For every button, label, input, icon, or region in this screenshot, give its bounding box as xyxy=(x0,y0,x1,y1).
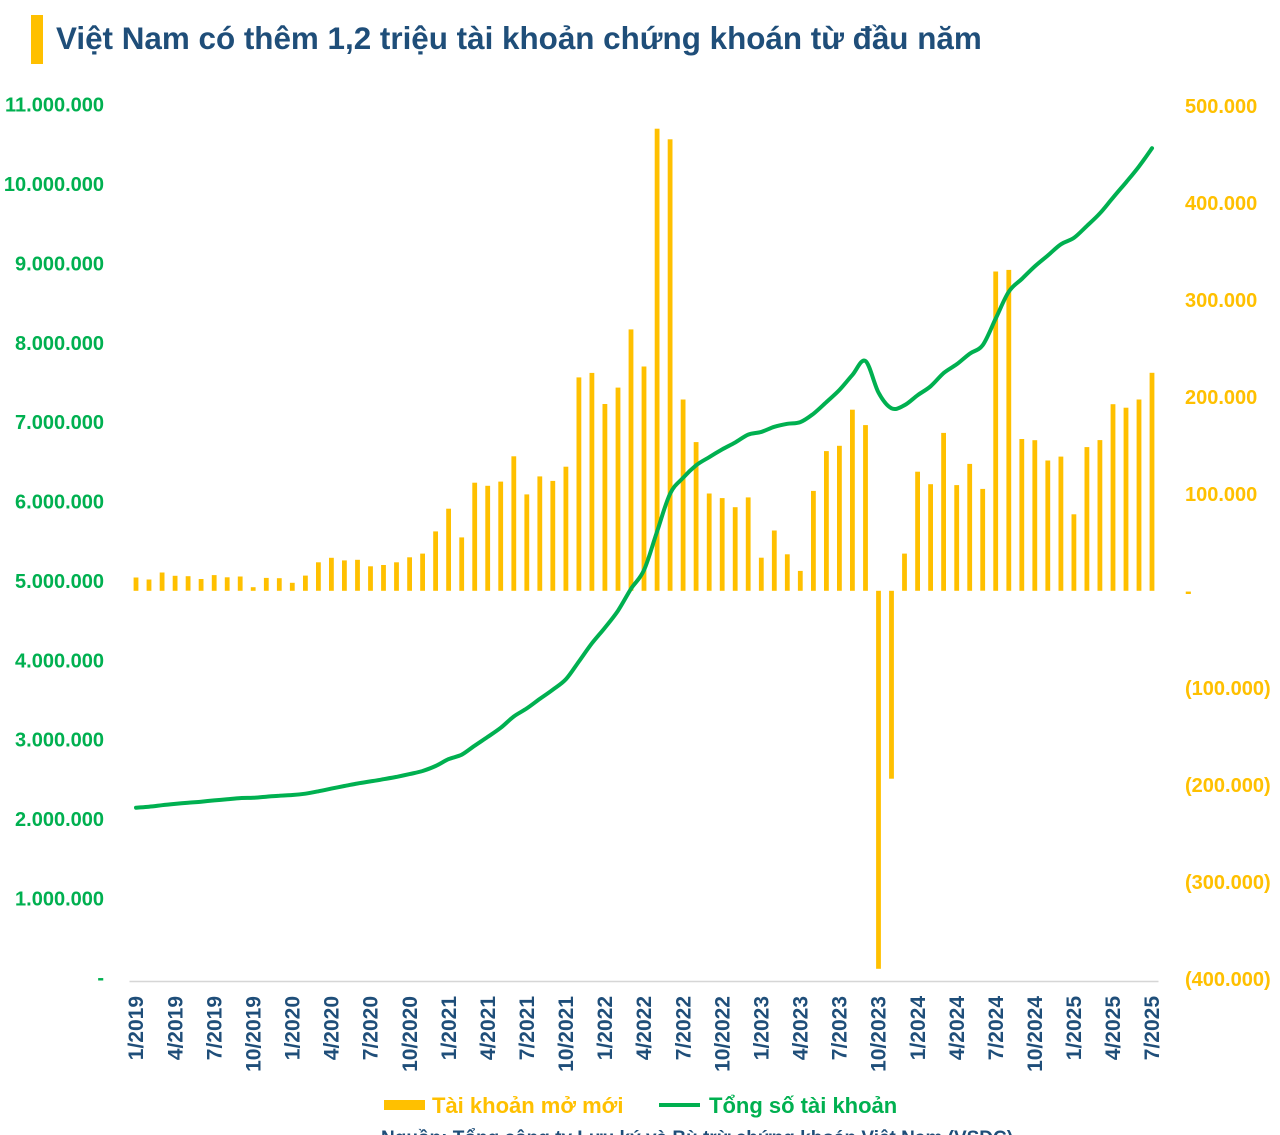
svg-text:10/2019: 10/2019 xyxy=(242,996,265,1072)
svg-text:7.000.000: 7.000.000 xyxy=(15,412,104,434)
svg-text:4/2024: 4/2024 xyxy=(946,996,969,1061)
svg-text:7/2024: 7/2024 xyxy=(985,996,1008,1061)
svg-text:1/2022: 1/2022 xyxy=(594,996,617,1060)
svg-text:10/2022: 10/2022 xyxy=(711,996,734,1072)
svg-text:(400.000): (400.000) xyxy=(1185,969,1271,991)
svg-text:100.000: 100.000 xyxy=(1185,484,1257,506)
svg-text:7/2019: 7/2019 xyxy=(203,996,226,1060)
svg-text:9.000.000: 9.000.000 xyxy=(15,254,104,276)
svg-text:1/2023: 1/2023 xyxy=(751,996,774,1060)
svg-text:1/2024: 1/2024 xyxy=(907,996,930,1061)
svg-text:500.000: 500.000 xyxy=(1185,96,1257,118)
svg-text:10/2023: 10/2023 xyxy=(868,996,891,1072)
svg-text:400.000: 400.000 xyxy=(1185,193,1257,215)
svg-text:4/2020: 4/2020 xyxy=(321,996,344,1060)
svg-text:4/2022: 4/2022 xyxy=(633,996,656,1060)
svg-text:7/2023: 7/2023 xyxy=(829,996,852,1060)
svg-text:1/2021: 1/2021 xyxy=(438,996,461,1061)
svg-text:5.000.000: 5.000.000 xyxy=(15,571,104,593)
svg-text:11.000.000: 11.000.000 xyxy=(5,95,104,117)
svg-text:6.000.000: 6.000.000 xyxy=(15,492,104,514)
svg-text:7/2020: 7/2020 xyxy=(360,996,383,1060)
svg-text:-: - xyxy=(97,968,104,990)
svg-text:10/2024: 10/2024 xyxy=(1024,996,1047,1072)
svg-text:300.000: 300.000 xyxy=(1185,290,1257,312)
svg-text:4/2025: 4/2025 xyxy=(1102,996,1125,1061)
svg-text:7/2022: 7/2022 xyxy=(672,996,695,1060)
svg-text:2.000.000: 2.000.000 xyxy=(15,809,104,831)
svg-text:8.000.000: 8.000.000 xyxy=(15,333,104,355)
svg-text:(200.000): (200.000) xyxy=(1185,775,1271,797)
svg-text:3.000.000: 3.000.000 xyxy=(15,730,104,752)
svg-text:4/2019: 4/2019 xyxy=(164,996,187,1060)
svg-text:-: - xyxy=(1185,581,1192,603)
svg-text:10/2021: 10/2021 xyxy=(555,996,578,1072)
svg-text:10.000.000: 10.000.000 xyxy=(4,174,104,196)
svg-text:7/2025: 7/2025 xyxy=(1141,996,1164,1061)
svg-text:1.000.000: 1.000.000 xyxy=(15,888,104,910)
svg-text:1/2020: 1/2020 xyxy=(282,996,305,1060)
svg-text:7/2021: 7/2021 xyxy=(516,996,539,1061)
svg-text:1/2025: 1/2025 xyxy=(1063,996,1086,1061)
svg-text:(300.000): (300.000) xyxy=(1185,872,1271,894)
svg-text:(100.000): (100.000) xyxy=(1185,678,1271,700)
svg-text:200.000: 200.000 xyxy=(1185,387,1257,409)
svg-text:4/2023: 4/2023 xyxy=(790,996,813,1060)
svg-text:4/2021: 4/2021 xyxy=(477,996,500,1061)
svg-text:4.000.000: 4.000.000 xyxy=(15,650,104,672)
svg-text:1/2019: 1/2019 xyxy=(125,996,148,1060)
svg-text:10/2020: 10/2020 xyxy=(399,996,422,1072)
